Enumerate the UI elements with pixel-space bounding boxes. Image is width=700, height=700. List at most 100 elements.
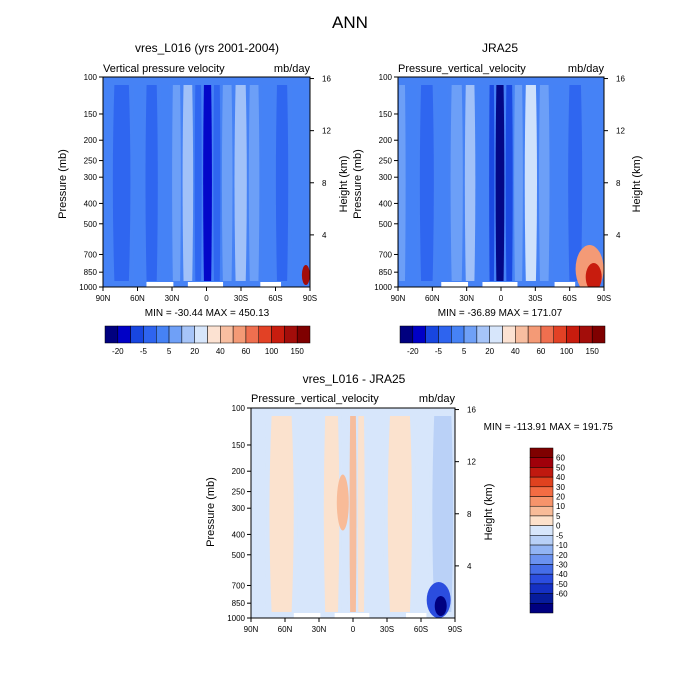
- colorbar-swatch: [529, 544, 554, 556]
- panel-units-label: mb/day: [274, 63, 311, 75]
- panel-model: vres_L016 (yrs 2001-2004) Vertical press…: [57, 41, 350, 356]
- colorbar-label: -30: [556, 560, 568, 569]
- contour-band: [585, 263, 602, 287]
- colorbar-swatch: [529, 447, 554, 458]
- colorbar-label: 60: [556, 454, 565, 463]
- contour-band: [132, 85, 144, 281]
- panel-units-label: mb/day: [419, 393, 456, 405]
- colorbar-swatch: [207, 325, 221, 344]
- colorbar-label: -50: [556, 580, 568, 589]
- colorbar-swatch: [412, 325, 426, 344]
- contour-band: [213, 85, 221, 281]
- colorbar-swatch: [529, 525, 554, 536]
- colorbar-swatch: [194, 325, 208, 344]
- contour-band: [248, 85, 260, 281]
- panel-reanalysis: JRA25 Pressure_vertical_velocity mb/day …: [352, 41, 643, 356]
- contour-band: [336, 474, 349, 531]
- y-tick-label: 400: [84, 199, 98, 208]
- contour-band: [103, 85, 111, 281]
- x-tick-label: 90N: [244, 625, 259, 634]
- colorbar-label: 5: [556, 512, 561, 521]
- contour-band: [505, 85, 513, 281]
- colorbar-label: 50: [556, 463, 565, 472]
- y-tick-label: 400: [379, 199, 393, 208]
- colorbar-swatch: [591, 325, 606, 344]
- colorbar-swatch: [232, 325, 247, 344]
- y2-tick-label: 16: [467, 406, 476, 415]
- colorbar-swatch: [489, 325, 503, 344]
- colorbar-swatch: [529, 496, 554, 507]
- colorbar-swatch: [529, 564, 554, 575]
- min-max-stats: MIN = -30.44 MAX = 450.13: [145, 308, 270, 319]
- page-title: ANN: [332, 13, 368, 32]
- colorbar-swatch: [529, 467, 554, 478]
- y-tick-label: 150: [379, 110, 393, 119]
- colorbar-swatch: [529, 603, 554, 614]
- contour-band: [301, 265, 310, 285]
- colorbar-swatch: [181, 325, 195, 344]
- colorbar-label: -20: [407, 347, 419, 356]
- x-tick-label: 30N: [165, 294, 180, 303]
- contour-band: [221, 85, 233, 281]
- colorbar-swatch: [529, 554, 554, 565]
- panel-units-label: mb/day: [568, 63, 605, 75]
- y-tick-label: 150: [84, 110, 98, 119]
- colorbar-label: -40: [556, 570, 568, 579]
- panel-title: JRA25: [482, 41, 518, 55]
- y-tick-label: 250: [232, 488, 246, 497]
- topography-mask: [293, 613, 321, 618]
- y2-tick-label: 8: [322, 179, 327, 188]
- y-tick-label: 1000: [374, 283, 392, 292]
- x-tick-label: 60N: [130, 294, 145, 303]
- y-tick-label: 250: [84, 157, 98, 166]
- colorbar-label: 5: [462, 347, 467, 356]
- contour-band: [269, 416, 294, 612]
- y-tick-label: 400: [232, 530, 246, 539]
- contour-field: [251, 408, 455, 618]
- colorbar-label: -5: [556, 531, 564, 540]
- panel-variable-label: Vertical pressure velocity: [103, 63, 225, 75]
- colorbar-swatch: [143, 325, 157, 344]
- contour-band: [477, 85, 488, 281]
- colorbar-swatch: [463, 325, 478, 344]
- y-tick-label: 700: [84, 250, 98, 259]
- colorbar-swatch: [425, 325, 439, 344]
- contour-band: [434, 596, 447, 616]
- contour-field: [398, 77, 604, 287]
- colorbar-swatch: [529, 515, 554, 526]
- panel-variable-label: Pressure_vertical_velocity: [251, 393, 379, 405]
- colorbar-swatch: [296, 325, 311, 344]
- y-tick-label: 850: [84, 268, 98, 277]
- y-tick-label: 300: [232, 504, 246, 513]
- x-tick-label: 60N: [425, 294, 440, 303]
- y2-tick-label: 12: [616, 127, 625, 136]
- colorbar-label: 10: [556, 502, 565, 511]
- colorbar-label: -20: [556, 551, 568, 560]
- colorbar-swatch: [527, 325, 542, 344]
- y-tick-label: 850: [232, 599, 246, 608]
- contour-band: [489, 85, 495, 281]
- x-tick-label: 90S: [597, 294, 611, 303]
- colorbar-swatch: [566, 325, 580, 344]
- y2-axis-label: Height (km): [338, 156, 350, 213]
- colorbar-swatch: [284, 325, 298, 344]
- x-tick-label: 30S: [528, 294, 542, 303]
- y2-tick-label: 12: [322, 127, 331, 136]
- y-tick-label: 300: [84, 173, 98, 182]
- colorbar-swatch: [529, 535, 554, 546]
- x-tick-label: 90S: [303, 294, 317, 303]
- y-tick-label: 850: [379, 268, 393, 277]
- y-tick-label: 100: [379, 73, 393, 82]
- colorbar-label: 30: [556, 483, 565, 492]
- contour-band: [524, 85, 537, 281]
- contour-band: [398, 85, 406, 281]
- x-tick-label: 30S: [234, 294, 248, 303]
- x-tick-label: 60S: [268, 294, 282, 303]
- colorbar-label: 150: [291, 347, 305, 356]
- y2-tick-label: 8: [467, 510, 472, 519]
- topography-mask: [482, 282, 518, 287]
- contour-band: [323, 416, 340, 612]
- contour-band: [290, 85, 309, 281]
- y2-tick-label: 12: [467, 458, 476, 467]
- contour-band: [464, 85, 476, 281]
